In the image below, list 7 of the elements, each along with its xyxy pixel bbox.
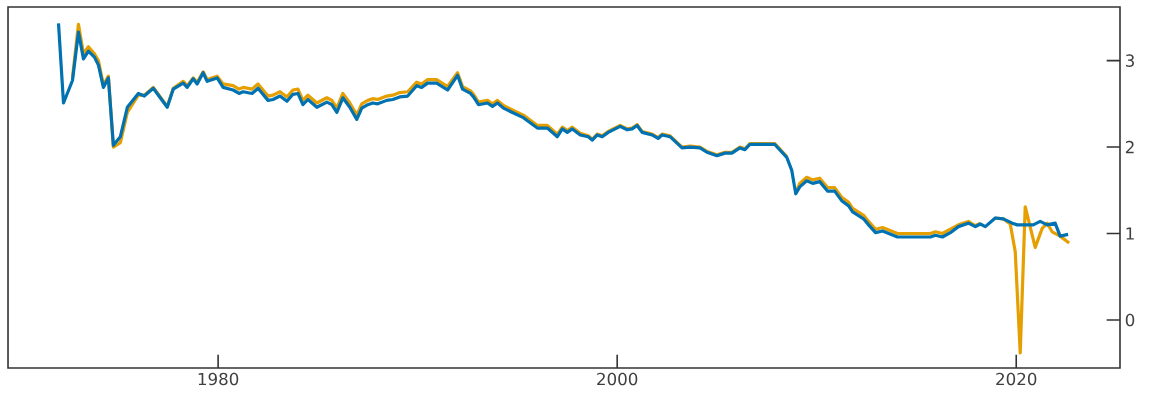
y-tick-label: 0 [1125,313,1135,327]
y-tick-label: 3 [1125,54,1134,67]
x-tick-label: 1980 [198,372,239,386]
x-tick-label: 2000 [597,372,638,386]
y-tick-label: 1 [1126,227,1134,240]
x-tick-label: 2020 [996,372,1037,386]
y-tick-label: 2 [1125,140,1134,154]
